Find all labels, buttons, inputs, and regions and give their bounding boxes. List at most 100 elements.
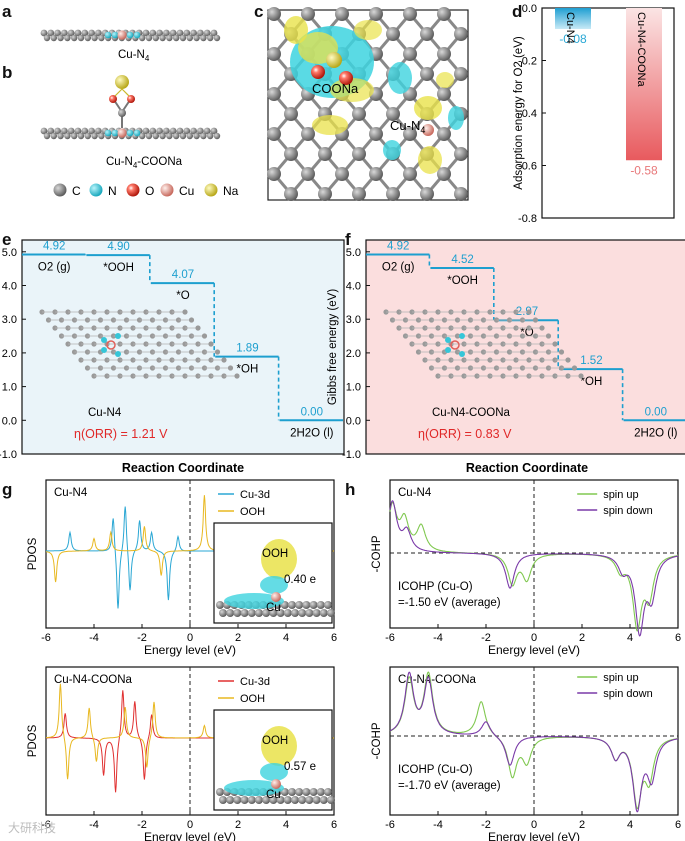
y-tick-label: -1.0 (342, 449, 361, 461)
nitrogen-atom (101, 337, 107, 343)
carbon-atom (565, 357, 571, 363)
legend-atom-o-icon (126, 183, 140, 197)
carbon-atom (200, 132, 207, 140)
carbon-atom (91, 132, 98, 140)
carbon-atom (186, 34, 193, 42)
carbon-atom (403, 7, 417, 21)
chart-gibbs-cu-n4-coona: -1.0 0.0 1.0 2.0 3.0 4.0 5.0 Gibbs free energy … (327, 239, 685, 475)
carbon-atom (234, 373, 240, 379)
carbon-atom (309, 601, 318, 609)
inset-label-ooh: OOH (262, 548, 288, 560)
carbon-atom (437, 7, 451, 21)
y-axis-label: PDOS (27, 724, 39, 757)
legend-label: Cu-3d (240, 489, 270, 501)
carbon-atom (319, 609, 328, 617)
carbon-atom (149, 29, 157, 37)
carbon-atom (40, 29, 48, 37)
carbon-atom (295, 601, 304, 609)
carbon-atom (145, 132, 153, 140)
y-axis-label: PDOS (27, 537, 39, 570)
chart-adsorption-energy: 0.0 -0.2 -0.4 -0.6 -0.8 Adsorption energy for… (513, 3, 675, 225)
x-axis-label: Energy level (eV) (488, 830, 580, 841)
carbon-atom (74, 127, 82, 135)
nitrogen-atom (133, 31, 141, 39)
carbon-atom (179, 34, 187, 42)
legend-label: spin up (603, 489, 638, 501)
carbon-atom (291, 609, 299, 617)
energy-value-label: 4.07 (172, 269, 194, 281)
icohp-value: =-1.70 eV (average) (398, 780, 501, 792)
carbon-atom (207, 34, 214, 42)
legend-atom-cu-icon (160, 183, 174, 197)
x-tick-label: 4 (627, 819, 633, 831)
species-label: *OOH (103, 262, 134, 274)
carbon-atom (324, 788, 332, 796)
carbon-atom (207, 132, 214, 140)
carbon-atom (210, 29, 218, 37)
carbon-atom (233, 609, 242, 617)
carbon-atom (454, 147, 468, 161)
chart-f-frame (365, 239, 685, 455)
energy-value-label: 1.89 (236, 343, 258, 355)
carbon-atom (195, 325, 201, 331)
carbon-atom (454, 27, 468, 41)
x-tick-label: -2 (481, 819, 491, 831)
icohp-label: ICOHP (Cu-O) (398, 764, 473, 776)
x-tick-label: 6 (675, 632, 681, 644)
carbon-atom (318, 187, 332, 201)
carbon-atom (163, 29, 170, 37)
carbon-atom (61, 127, 68, 135)
inset-label-ooh: OOH (262, 735, 288, 747)
y-tick-label: 2.0 (346, 348, 361, 360)
carbon-atom (301, 7, 315, 21)
chart-title: Cu-N4-COONa (54, 674, 133, 686)
nitrogen-atom (115, 333, 121, 339)
y-axis-label: Gibbs free energy (eV) (327, 289, 339, 406)
carbon-atom (84, 34, 92, 42)
carbon-atom (71, 132, 78, 140)
cu-n4-coona-side-view (40, 127, 221, 140)
carbon-atom (88, 29, 95, 37)
coona-group-side (109, 75, 135, 128)
carbon-atom (57, 132, 64, 140)
carbon-atom (305, 609, 314, 617)
carbon-atom (182, 309, 188, 315)
panel-letter-d: d (512, 2, 522, 21)
carbon-atom (267, 167, 281, 181)
carbon-atom (284, 187, 298, 201)
copper-atom (106, 340, 116, 350)
chart-title: Cu-N4-COONa (398, 674, 477, 686)
x-tick-label: -4 (433, 819, 443, 831)
inset-label-cu: Cu (266, 789, 281, 801)
carbon-atom (301, 167, 315, 181)
carbon-atom (301, 127, 315, 141)
legend-label-n: N (108, 184, 117, 198)
carbon-atom (327, 609, 335, 617)
carbon-atom (318, 147, 332, 161)
carbon-atom (219, 609, 227, 617)
series-spin-down (389, 500, 679, 637)
carbon-atom (201, 333, 208, 339)
carbon-atom (454, 67, 468, 81)
y-axis-label: -COHP (371, 722, 383, 759)
x-axis-label: Energy level (eV) (144, 830, 236, 841)
y-tick-label: 3.0 (346, 314, 361, 326)
charge-cloud (260, 763, 288, 781)
carbon-atom (226, 609, 235, 617)
y-tick-label: 5.0 (346, 247, 361, 259)
carbon-atom (539, 325, 545, 331)
carbon-atom (176, 127, 184, 135)
chart-pdos-cu-n4-coona: -6 -4 -2 0 2 4 6 Energy level (eV) PDOS Cu-N4-COO… (27, 666, 337, 841)
carbon-atom (95, 127, 102, 135)
carbon-atom (227, 365, 234, 371)
nitrogen-atom (445, 347, 451, 353)
legend-label-na: Na (223, 184, 239, 198)
carbon-atom (386, 27, 400, 41)
carbon-atom (284, 107, 298, 121)
carbon-atom (183, 127, 191, 135)
species-label: 2H2O (l) (634, 427, 678, 439)
carbon-atom (262, 609, 271, 617)
carbon-atom (216, 601, 224, 609)
x-tick-label: 2 (235, 819, 241, 831)
carbon-atom (173, 132, 180, 140)
